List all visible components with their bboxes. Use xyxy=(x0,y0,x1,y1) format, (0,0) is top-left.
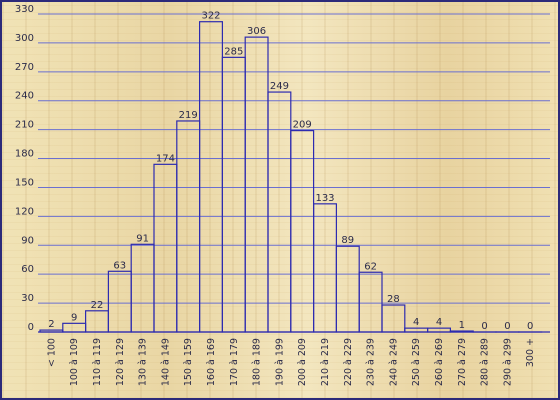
value-label: 0 xyxy=(527,321,533,332)
bar xyxy=(153,163,178,333)
bar xyxy=(130,243,155,333)
value-label: 174 xyxy=(156,153,175,164)
x-tick-label: 130 à 139 xyxy=(138,338,149,386)
value-label: 322 xyxy=(201,11,220,22)
x-tick-label: 150 à 159 xyxy=(183,338,194,386)
y-tick-label: 180 xyxy=(15,149,34,160)
bar xyxy=(199,21,224,333)
value-label: 306 xyxy=(247,26,266,37)
x-tick-label: 210 à 219 xyxy=(320,338,331,386)
value-label: 285 xyxy=(224,46,243,57)
value-label: 249 xyxy=(270,81,289,92)
bar xyxy=(290,130,315,333)
value-label: 2 xyxy=(48,319,54,330)
bar xyxy=(427,327,452,333)
y-tick-label: 0 xyxy=(28,322,34,333)
x-tick-label: 140 à 149 xyxy=(160,338,171,386)
bar xyxy=(221,56,246,333)
x-tick-label: 240 à 249 xyxy=(388,338,399,386)
value-label: 0 xyxy=(481,321,487,332)
x-tick-label: 220 à 229 xyxy=(343,338,354,386)
bar xyxy=(335,245,360,333)
value-label: 133 xyxy=(315,193,334,204)
y-tick-label: 300 xyxy=(15,33,34,44)
value-label: 9 xyxy=(71,312,77,323)
y-tick-label: 30 xyxy=(21,293,34,304)
x-tick-label: 160 à 169 xyxy=(206,338,217,386)
bar xyxy=(107,270,132,333)
bar xyxy=(244,36,269,333)
y-tick-label: 60 xyxy=(21,264,34,275)
bar xyxy=(62,322,87,333)
bar xyxy=(39,329,64,333)
x-tick-label: 300 + xyxy=(525,338,536,367)
bar xyxy=(449,330,474,333)
y-tick-label: 120 xyxy=(15,206,34,217)
value-label: 4 xyxy=(413,317,419,328)
x-tick-label: 200 à 209 xyxy=(297,338,308,386)
value-label: 28 xyxy=(387,294,400,305)
value-label: 63 xyxy=(113,260,126,271)
bar xyxy=(313,203,338,333)
y-tick-label: 210 xyxy=(15,120,34,131)
value-label: 4 xyxy=(436,317,442,328)
x-tick-label: 280 à 289 xyxy=(480,338,491,386)
x-tick-label: < 100 xyxy=(46,338,57,367)
x-tick-label: 120 à 129 xyxy=(115,338,126,386)
y-tick-label: 270 xyxy=(15,62,34,73)
x-tick-label: 100 à 109 xyxy=(69,338,80,386)
x-tick-label: 290 à 299 xyxy=(502,338,513,386)
x-tick-label: 190 à 199 xyxy=(274,338,285,386)
bar xyxy=(404,327,429,333)
value-label: 0 xyxy=(504,321,510,332)
value-label: 1 xyxy=(459,320,465,331)
bar xyxy=(381,304,406,333)
y-tick-label: 330 xyxy=(15,4,34,15)
bar xyxy=(358,271,383,333)
x-tick-label: 170 à 179 xyxy=(229,338,240,386)
x-tick-label: 270 à 279 xyxy=(457,338,468,386)
value-label: 62 xyxy=(364,261,377,272)
x-tick-label: 260 à 269 xyxy=(434,338,445,386)
x-tick-label: 230 à 239 xyxy=(366,338,377,386)
bar xyxy=(267,91,292,333)
y-tick-label: 240 xyxy=(15,91,34,102)
x-tick-label: 180 à 189 xyxy=(252,338,263,386)
value-label: 89 xyxy=(341,235,354,246)
value-label: 219 xyxy=(179,110,198,121)
x-tick-label: 110 à 119 xyxy=(92,338,103,386)
value-label: 91 xyxy=(136,233,149,244)
bar xyxy=(84,310,109,333)
value-label: 209 xyxy=(293,120,312,131)
y-tick-label: 90 xyxy=(21,235,34,246)
x-tick-label: 250 à 259 xyxy=(411,338,422,386)
bar xyxy=(176,120,201,333)
value-label: 22 xyxy=(91,300,104,311)
y-tick-label: 150 xyxy=(15,177,34,188)
